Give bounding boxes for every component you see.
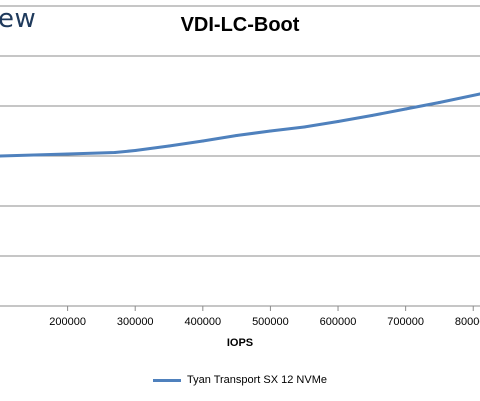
x-tick-label: 500000 <box>252 316 289 328</box>
series-group <box>0 92 480 158</box>
x-tick-label: 300000 <box>117 316 154 328</box>
data-point <box>201 139 205 143</box>
legend: Tyan Transport SX 12 NVMe <box>0 374 480 386</box>
x-tick-label: 700000 <box>387 316 424 328</box>
chart-title: VDI-LC-Boot <box>180 14 300 36</box>
x-tick-label: 600000 <box>320 316 357 328</box>
data-point <box>113 151 117 154</box>
gridlines <box>0 5 480 257</box>
data-point <box>66 152 70 156</box>
series-line <box>0 92 480 158</box>
x-axis <box>0 305 480 311</box>
data-point <box>167 144 171 148</box>
data-point <box>0 154 2 158</box>
data-point <box>404 107 408 111</box>
logo-fragment: ew <box>0 4 37 34</box>
x-tick-label: 800000 <box>455 316 480 328</box>
data-point <box>235 134 239 137</box>
data-point <box>268 129 272 133</box>
data-point <box>302 125 306 129</box>
legend-swatch <box>152 378 181 382</box>
x-axis-label: IOPS <box>226 337 254 349</box>
data-point <box>133 149 137 152</box>
data-point <box>437 101 441 104</box>
legend-label: Tyan Transport SX 12 NVMe <box>186 374 327 386</box>
x-tick-label: 400000 <box>184 316 221 328</box>
data-point <box>336 120 340 123</box>
x-tick-labels: 200000 300000 400000 500000 600000 700000 8000… <box>49 316 480 328</box>
x-tick-label: 200000 <box>49 316 86 328</box>
data-point <box>370 114 374 117</box>
